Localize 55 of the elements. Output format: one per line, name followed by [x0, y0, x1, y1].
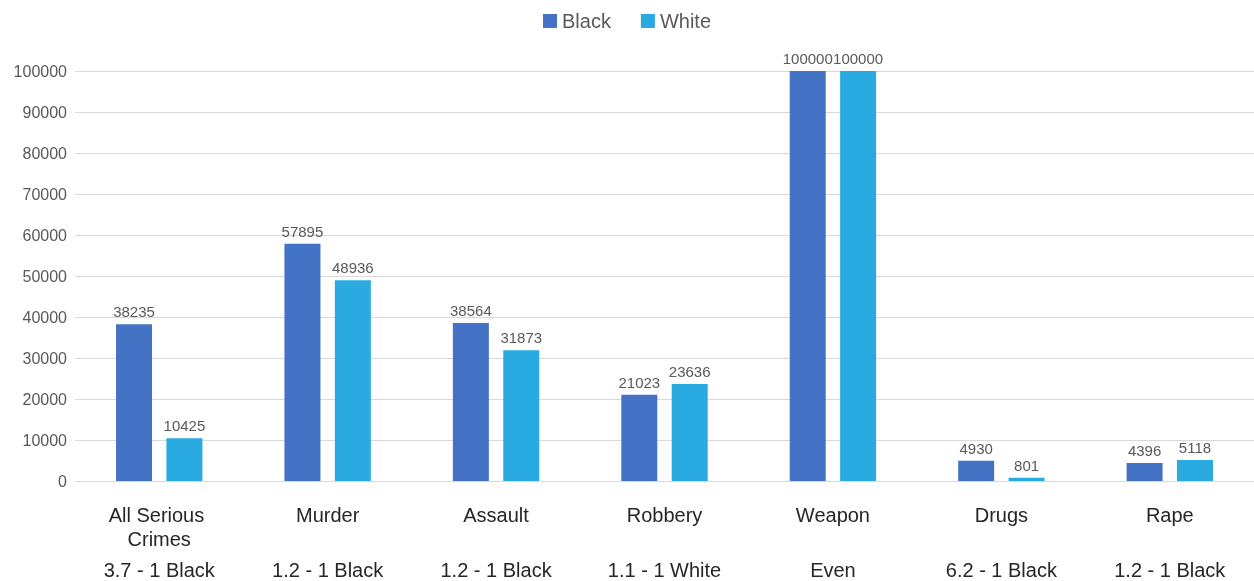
text: 1.2 - 1 Black [272, 559, 385, 581]
x-tick-label: Murder [295, 504, 360, 526]
data-label: 4930 [959, 439, 993, 457]
y-tick-label: 10000 [22, 431, 68, 449]
data-label: 801 [1014, 456, 1040, 474]
data-label: 4396 [1127, 441, 1162, 459]
y-tick-label: 100000 [13, 62, 68, 80]
y-tick-label: 80000 [22, 144, 68, 162]
bar [166, 438, 203, 481]
x-tick-label: Rape [1145, 504, 1194, 526]
text: 6.2 - 1 Black [945, 559, 1058, 581]
data-label: 38235 [113, 303, 155, 321]
data-label: 38564 [450, 301, 492, 319]
y-tick-label: 30000 [22, 349, 68, 367]
y-tick-label: 60000 [22, 226, 68, 244]
bar [116, 324, 153, 481]
bar [958, 460, 995, 481]
bar [840, 71, 877, 481]
legend-label: White [659, 10, 712, 32]
data-label: 48936 [331, 259, 374, 277]
y-tick-label: 0 [58, 472, 68, 490]
text: 1.1 - 1 White [607, 559, 722, 581]
data-label: 21023 [618, 373, 661, 391]
bar [1176, 460, 1213, 481]
y-tick-label: 50000 [22, 267, 68, 285]
data-label: 31873 [500, 329, 543, 347]
bar [503, 350, 540, 481]
x-tick-label: Assault [463, 504, 530, 526]
y-tick-label: 90000 [22, 103, 68, 121]
bar [621, 394, 658, 481]
text: Even [810, 559, 856, 581]
data-label: 100000 [782, 50, 833, 67]
bar [284, 243, 321, 481]
bar [789, 71, 826, 481]
text: 3.7 - 1 Black [103, 559, 216, 581]
bar [671, 384, 708, 481]
data-label: 100000 [833, 50, 884, 67]
data-label: 57895 [281, 222, 324, 240]
data-label: 5118 [1178, 439, 1212, 457]
x-tick-label: Robbery [626, 504, 703, 526]
text: 1.2 - 1 Black [440, 559, 553, 581]
data-label: 23636 [668, 363, 711, 381]
y-tick-label: 70000 [22, 185, 68, 203]
x-tick-label: Weapon [795, 504, 870, 526]
bar [452, 322, 489, 481]
bar [334, 280, 371, 481]
legend-label: Black [561, 10, 612, 32]
y-tick-label: 40000 [22, 308, 68, 326]
bar [1008, 477, 1045, 481]
data-label: 10425 [163, 417, 206, 435]
x-tick-label: All Serious Crimes [108, 504, 210, 550]
text: 1.2 - 1 Black [1114, 559, 1227, 581]
bar [1126, 462, 1163, 481]
y-tick-label: 20000 [22, 390, 68, 408]
x-tick-label: Drugs [974, 504, 1029, 526]
